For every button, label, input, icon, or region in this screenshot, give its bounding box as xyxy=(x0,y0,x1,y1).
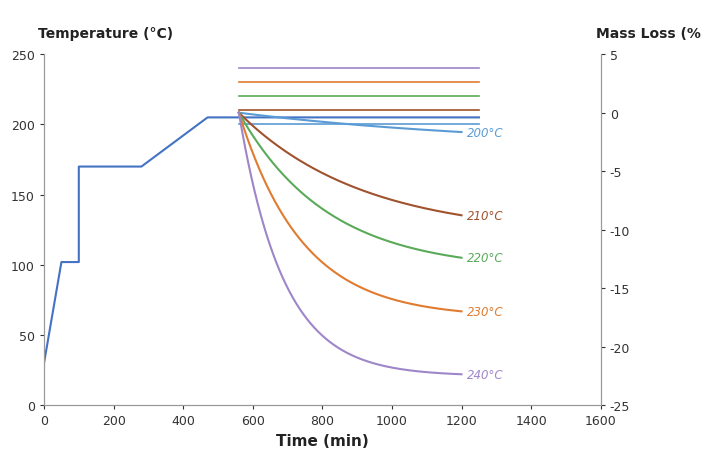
Text: 220°C: 220°C xyxy=(466,252,503,265)
Text: 200°C: 200°C xyxy=(466,126,503,139)
Text: 230°C: 230°C xyxy=(466,305,503,318)
Text: 210°C: 210°C xyxy=(466,209,503,222)
Text: Temperature (°C): Temperature (°C) xyxy=(38,27,173,41)
Text: 240°C: 240°C xyxy=(466,368,503,381)
Text: Mass Loss (%: Mass Loss (% xyxy=(596,27,701,41)
X-axis label: Time (min): Time (min) xyxy=(276,433,369,448)
